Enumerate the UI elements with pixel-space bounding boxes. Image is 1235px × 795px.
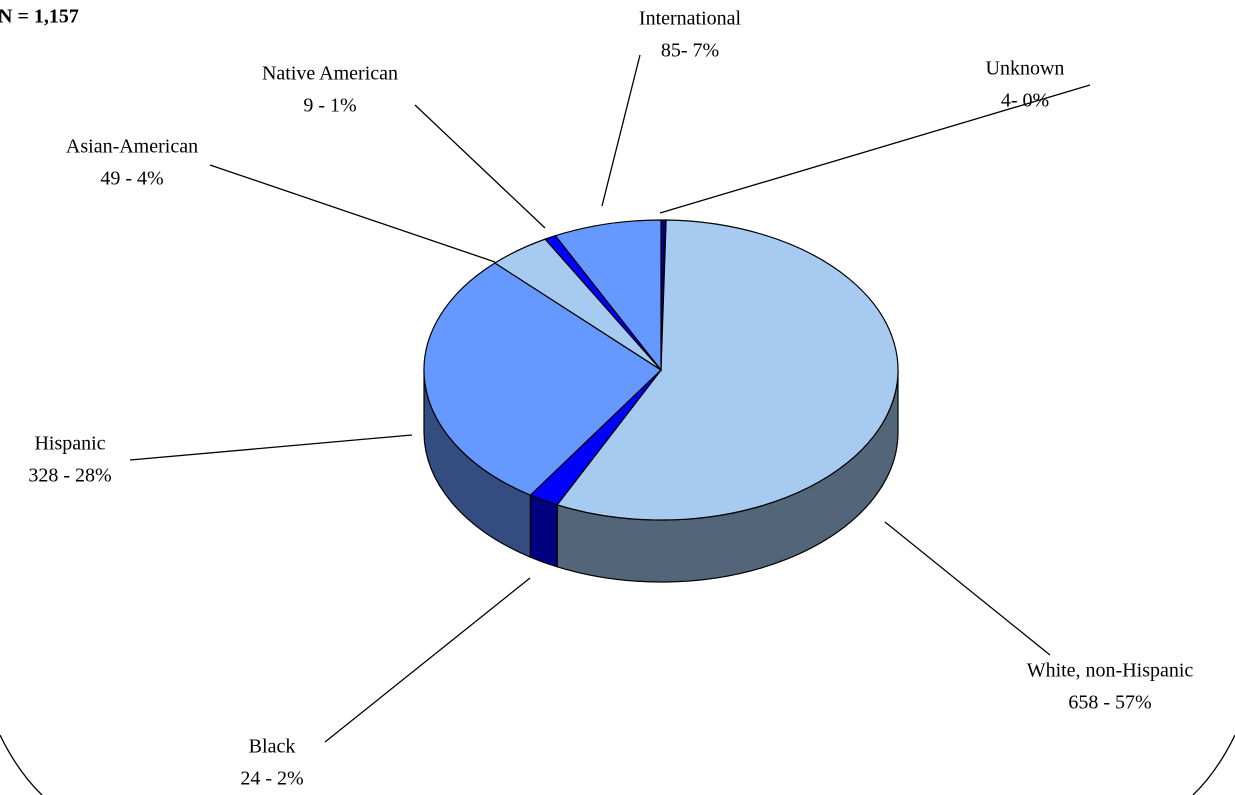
leader-line: [414, 104, 546, 229]
leader-line: [129, 434, 413, 461]
pie-slice: [556, 219, 899, 521]
leader-line: [884, 521, 1051, 656]
value-label: 658 - 57%: [1068, 692, 1151, 714]
leader-line: [209, 164, 496, 263]
slice-label: Asian-American: [66, 136, 198, 158]
pie-slice: [554, 219, 662, 372]
slice-label: Unknown: [986, 58, 1065, 80]
leader-line: [659, 84, 1091, 214]
value-label: 85- 7%: [661, 40, 719, 62]
chart-border: [0, 734, 43, 795]
slice-label: Hispanic: [34, 433, 105, 455]
slice-label: Native American: [262, 63, 398, 85]
leader-line: [601, 54, 641, 207]
value-label: 49 - 4%: [100, 168, 163, 190]
slice-label: International: [639, 8, 742, 30]
pie-side: [529, 494, 558, 568]
leader-line: [324, 577, 531, 743]
value-label: 4- 0%: [1001, 90, 1049, 112]
slice-label: Black: [249, 736, 296, 758]
value-label: 328 - 28%: [28, 465, 111, 487]
pie-slice: [423, 262, 662, 496]
chart-border: [1192, 734, 1235, 795]
value-label: 9 - 1%: [303, 95, 356, 117]
annotation: N = 1,157: [0, 6, 79, 28]
value-label: 24 - 2%: [240, 768, 303, 790]
slice-label: White, non-Hispanic: [1027, 660, 1194, 682]
